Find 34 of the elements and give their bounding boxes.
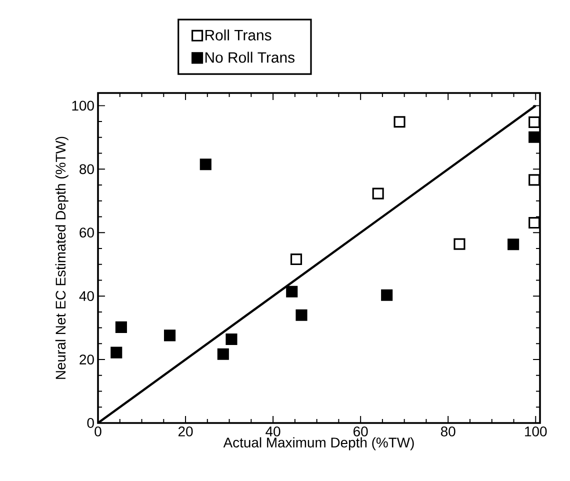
point	[290, 253, 302, 266]
point	[454, 238, 466, 250]
y-tick-label: 0	[87, 418, 94, 428]
point	[528, 216, 540, 229]
point	[372, 188, 384, 200]
point	[528, 174, 540, 186]
legend-label: Roll Trans	[205, 29, 272, 40]
y-tick-label: 20	[80, 354, 94, 364]
x-tick-label: 80	[440, 426, 456, 436]
point	[394, 116, 406, 128]
x-tick-label: 40	[266, 426, 280, 436]
legend-label: No Roll Trans	[205, 52, 294, 63]
x-tick-label: 0	[94, 426, 102, 436]
x-tick-label: 100	[525, 426, 547, 436]
y-tick-label: 60	[80, 228, 94, 238]
y-tick-label: 100	[72, 100, 94, 111]
x-tick-label: 20	[178, 426, 193, 436]
point	[528, 116, 540, 128]
point	[528, 131, 540, 143]
x-axis-title: Actual Maximum Depth (%TW)	[223, 437, 414, 450]
point	[296, 309, 308, 321]
point	[508, 238, 520, 250]
point	[164, 330, 176, 342]
point	[381, 289, 393, 301]
point	[217, 348, 229, 360]
x-tick-label: 60	[354, 426, 368, 436]
y-axis-title: Neural Net EC Estimated Depth (%TW)	[55, 136, 68, 379]
point	[200, 158, 212, 170]
point	[286, 286, 298, 298]
y-tick-label: 80	[80, 164, 94, 174]
point	[115, 321, 127, 333]
y-tick-label: 40	[79, 291, 94, 302]
point	[226, 333, 238, 346]
point	[110, 346, 122, 358]
